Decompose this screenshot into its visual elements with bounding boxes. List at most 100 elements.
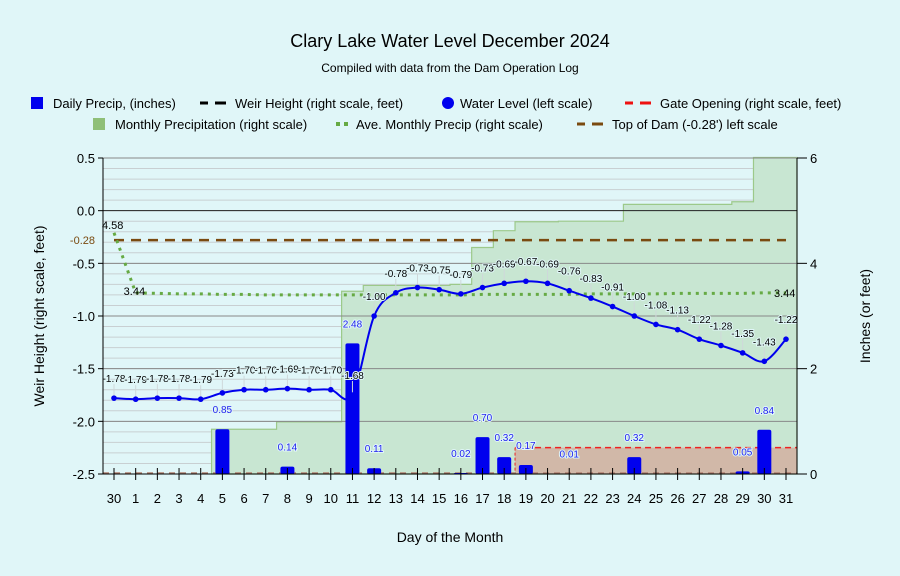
water-level-label: -0.76 <box>558 267 581 278</box>
x-tick-label: 8 <box>284 491 291 506</box>
water-level-label: -1.13 <box>666 306 689 317</box>
precip-bar-label: 0.17 <box>516 441 536 452</box>
water-level-label: -1.00 <box>363 292 386 303</box>
x-tick-label: 27 <box>692 491 706 506</box>
left-tick-label: -1.0 <box>73 309 95 324</box>
water-level-label: -1.68 <box>341 371 364 382</box>
precip-bar-label: 0.14 <box>278 443 298 454</box>
x-tick-label: 17 <box>475 491 489 506</box>
x-tick-label: 13 <box>389 491 403 506</box>
precip-bar-label: 2.48 <box>343 319 363 330</box>
water-level-point <box>197 396 204 403</box>
water-level-point <box>219 390 226 396</box>
legend-label: Monthly Precipitation (right scale) <box>115 117 307 132</box>
left-tick-label: 0.0 <box>77 204 95 219</box>
water-level-label: -1.70 <box>233 366 256 377</box>
legend-swatch-dots <box>344 122 348 126</box>
x-tick-label: 2 <box>154 491 161 506</box>
precip-bar <box>757 429 772 474</box>
x-tick-label: 19 <box>519 491 533 506</box>
water-level-label: -0.75 <box>428 266 451 277</box>
water-level-label: -0.83 <box>580 274 603 285</box>
water-level-label: -1.43 <box>753 337 776 348</box>
precip-bar <box>215 429 230 474</box>
water-level-point <box>306 386 312 393</box>
right-tick-label: 6 <box>810 151 817 166</box>
left-tick-label: -2.5 <box>73 467 95 482</box>
x-tick-label: 12 <box>367 491 381 506</box>
legend: Daily Precip, (inches) Weir Height (right… <box>31 96 841 132</box>
water-level-point <box>436 286 442 293</box>
water-level-label: -0.73 <box>471 264 494 275</box>
x-tick-label: 10 <box>324 491 338 506</box>
precip-bar-label: 0.85 <box>213 405 233 416</box>
water-level-point <box>241 386 247 393</box>
legend-swatch-square <box>93 118 105 130</box>
x-tick-label: 7 <box>262 491 269 506</box>
x-tick-label: 29 <box>735 491 749 506</box>
legend-swatch-dot <box>442 97 454 109</box>
water-level-label: -1.73 <box>211 369 234 380</box>
water-level-label: -1.08 <box>645 300 668 311</box>
y-axis-label-right: Inches (or feet) <box>857 269 873 363</box>
water-level-point <box>588 295 594 301</box>
water-level-point <box>479 284 486 291</box>
water-level-point <box>501 280 507 287</box>
water-level-label: -1.22 <box>775 315 798 326</box>
water-level-label: -0.73 <box>406 264 429 275</box>
x-tick-label: 21 <box>562 491 576 506</box>
precip-bar <box>475 437 490 474</box>
precip-bar-label: 0.02 <box>451 449 471 460</box>
x-tick-label: 4 <box>197 491 204 506</box>
legend-label: Water Level (left scale) <box>460 96 592 111</box>
precip-bar <box>627 457 642 474</box>
x-tick-label: 1 <box>132 491 139 506</box>
precip-bar <box>497 457 512 474</box>
water-level-point <box>783 336 789 342</box>
x-tick-label: 3 <box>175 491 182 506</box>
left-tick-label: -2.0 <box>73 414 95 429</box>
ave-monthly-precip-line: 4.58 3.44 3.44 <box>102 220 795 300</box>
water-level-label: -1.22 <box>688 315 711 326</box>
x-tick-label: 18 <box>497 491 511 506</box>
x-tick-label: 5 <box>219 491 226 506</box>
chart-subtitle: Compiled with data from the Dam Operatio… <box>321 61 579 75</box>
water-level-point <box>111 395 117 401</box>
water-level-label: -0.79 <box>449 270 472 281</box>
legend-label: Ave. Monthly Precip (right scale) <box>356 117 543 132</box>
x-tick-label: 26 <box>670 491 684 506</box>
water-level-label: -0.91 <box>601 283 624 294</box>
legend-label: Weir Height (right scale, feet) <box>235 96 403 111</box>
water-level-point <box>631 313 638 319</box>
x-tick-label: 22 <box>584 491 598 506</box>
right-tick-label: 0 <box>810 467 817 482</box>
legend-label: Gate Opening (right scale, feet) <box>660 96 841 111</box>
chart-title: Clary Lake Water Level December 2024 <box>290 31 610 51</box>
water-level-label: -0.78 <box>384 269 407 280</box>
left-tick-label: -0.5 <box>73 256 95 271</box>
x-tick-label: 25 <box>649 491 663 506</box>
x-tick-label: 9 <box>305 491 312 506</box>
x-tick-label: 24 <box>627 491 641 506</box>
water-level-label: -1.70 <box>254 366 277 377</box>
left-tick-label: 0.5 <box>77 151 95 166</box>
water-level-point <box>414 284 421 291</box>
right-tick-label: 2 <box>810 362 817 377</box>
precip-bar-label: 0.05 <box>733 447 753 458</box>
water-level-point <box>458 291 464 297</box>
water-level-label: -1.79 <box>124 375 147 386</box>
water-level-line: -1.78-1.79-1.78-1.78-1.79-1.73-1.70-1.70… <box>102 256 799 403</box>
water-level-label: -0.69 <box>536 259 559 270</box>
water-level-point <box>132 396 139 403</box>
water-level-label: -0.67 <box>514 257 537 268</box>
water-level-label: -1.78 <box>103 374 126 385</box>
legend-swatch-dots <box>336 122 340 126</box>
water-level-point <box>544 280 551 287</box>
precip-bar-label: 0.70 <box>473 413 493 424</box>
x-tick-label: 15 <box>432 491 446 506</box>
ave-precip-label-end: 3.44 <box>774 288 795 300</box>
water-level-point <box>674 326 681 333</box>
water-level-label: -1.70 <box>319 366 342 377</box>
